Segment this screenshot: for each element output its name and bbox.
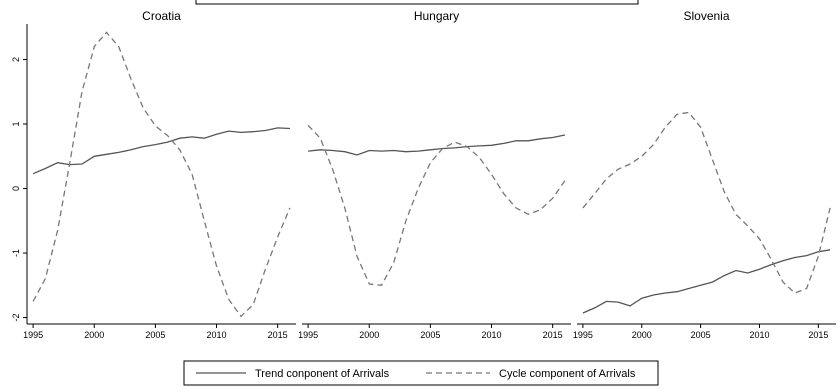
x-tick-label: 1995 bbox=[23, 330, 43, 340]
x-tick-label: 2000 bbox=[632, 330, 652, 340]
panel-title: Slovenia bbox=[683, 9, 729, 23]
cycle-series-line bbox=[582, 111, 831, 294]
trend-series-line bbox=[582, 249, 831, 314]
x-tick-label: 2010 bbox=[207, 330, 227, 340]
x-tick-label: 2010 bbox=[482, 330, 502, 340]
x-tick-label: 1995 bbox=[298, 330, 318, 340]
y-tick-label: -2 bbox=[11, 314, 21, 322]
legend-box bbox=[183, 360, 659, 386]
panel-title: Croatia bbox=[142, 9, 181, 23]
y-tick-label: 2 bbox=[11, 57, 21, 62]
x-tick-label: 2010 bbox=[749, 330, 769, 340]
x-tick-label: 2000 bbox=[84, 330, 104, 340]
panel-croatia: Croatia -2 -1 0 1 2 1995 2000 2005 2010 2015 bbox=[11, 9, 296, 340]
y-tick-label: -1 bbox=[11, 249, 21, 257]
legend-trend-label: Trend conponent of Arrivals bbox=[255, 368, 390, 380]
x-tick-label: 2015 bbox=[543, 330, 563, 340]
x-tick-label: 2015 bbox=[808, 330, 828, 340]
trend-series-line bbox=[308, 134, 566, 156]
legend-cycle-label: Cycle component of Arrivals bbox=[499, 368, 636, 380]
x-tick-label: 2005 bbox=[420, 330, 440, 340]
legend: Trend conponent of Arrivals Cycle compon… bbox=[183, 360, 659, 386]
x-tick-label: 2000 bbox=[359, 330, 379, 340]
y-tick-label: 0 bbox=[11, 186, 21, 191]
x-tick-label: 2005 bbox=[691, 330, 711, 340]
trend-series-line bbox=[32, 127, 290, 175]
top-clipped-box bbox=[195, 0, 639, 5]
panel-title: Hungary bbox=[414, 9, 459, 23]
panel-hungary: Hungary 1995 2000 2005 2010 2015 bbox=[298, 9, 571, 340]
x-tick-label: 2005 bbox=[145, 330, 165, 340]
cycle-series-line bbox=[32, 31, 291, 318]
y-tick-label: 1 bbox=[11, 121, 21, 126]
cycle-series-line bbox=[307, 124, 566, 286]
panel-slovenia: Slovenia 1995 2000 2005 2010 2015 bbox=[573, 9, 836, 340]
x-tick-label: 2015 bbox=[268, 330, 288, 340]
x-tick-label: 1995 bbox=[573, 330, 593, 340]
